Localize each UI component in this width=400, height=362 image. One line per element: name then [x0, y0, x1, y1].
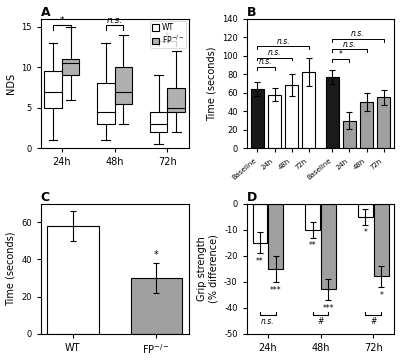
Bar [268, 94, 281, 148]
Text: n.s.: n.s. [351, 29, 365, 38]
Y-axis label: Grip strength
(% difference): Grip strength (% difference) [197, 234, 218, 303]
Y-axis label: Time (seconds): Time (seconds) [206, 46, 216, 121]
Text: n.s.: n.s. [276, 37, 290, 46]
Bar [326, 77, 339, 148]
Legend: WT, FP$^{-/-}$: WT, FP$^{-/-}$ [150, 21, 186, 48]
Y-axis label: Time (seconds): Time (seconds) [6, 231, 16, 306]
Bar [360, 102, 373, 148]
Bar [302, 72, 316, 148]
Y-axis label: NDS: NDS [6, 73, 16, 94]
Bar [251, 89, 264, 148]
Bar [253, 204, 267, 243]
Text: *: * [165, 32, 170, 41]
Bar [115, 67, 132, 104]
Text: n.s.: n.s. [343, 40, 356, 49]
Text: ***: *** [270, 286, 282, 295]
Text: A: A [41, 5, 50, 18]
Text: *: * [339, 50, 343, 59]
Text: *: * [154, 251, 159, 260]
Text: *: * [364, 228, 367, 237]
Text: **: ** [256, 257, 264, 266]
Bar [305, 204, 320, 230]
Bar [168, 88, 185, 112]
Bar [285, 85, 298, 148]
Text: **: ** [309, 241, 316, 251]
Text: n.s.: n.s. [268, 48, 281, 57]
Bar [374, 204, 388, 277]
Bar [47, 226, 98, 334]
Text: #: # [317, 317, 324, 326]
Bar [377, 97, 390, 148]
Text: B: B [247, 5, 256, 18]
Bar [150, 112, 168, 132]
Bar [343, 121, 356, 148]
Bar [358, 204, 373, 217]
Text: n.s.: n.s. [261, 317, 274, 326]
Bar [44, 71, 62, 108]
Bar [62, 59, 80, 75]
Bar [97, 84, 115, 124]
Text: #: # [370, 317, 376, 326]
Text: D: D [247, 191, 257, 204]
Bar [268, 204, 283, 269]
Bar [131, 278, 182, 334]
Text: *: * [379, 291, 383, 300]
Text: ***: *** [323, 304, 334, 313]
Bar [321, 204, 336, 290]
Text: C: C [41, 191, 50, 204]
Text: n.s.: n.s. [106, 16, 123, 25]
Text: n.s.: n.s. [259, 57, 273, 66]
Text: *: * [60, 16, 64, 25]
